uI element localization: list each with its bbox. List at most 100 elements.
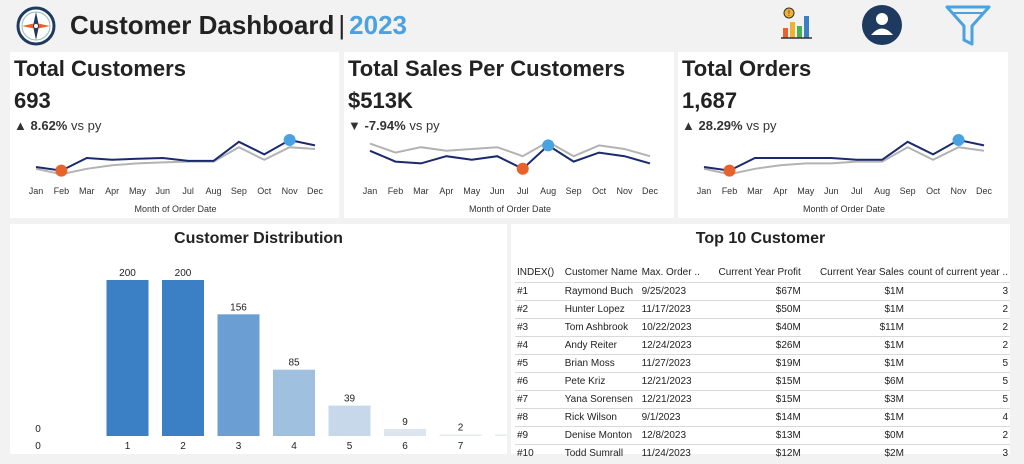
- title-text: Customer Dashboard: [70, 10, 335, 40]
- table-cell: Andy Reiter: [562, 335, 640, 354]
- kpi-change-value: -7.94%: [364, 118, 406, 133]
- min-point-marker[interactable]: [55, 164, 68, 177]
- bar[interactable]: [106, 280, 149, 436]
- table-cell: #10: [515, 443, 563, 462]
- table-cell: Denise Monton: [562, 425, 640, 444]
- table-cell: 2: [905, 425, 1010, 444]
- kpi-change-value: 28.29%: [698, 118, 743, 133]
- month-tick-label: Sep: [900, 186, 916, 196]
- bar[interactable]: [273, 369, 315, 436]
- column-header[interactable]: count of current year ..: [907, 267, 1008, 279]
- table-row[interactable]: #8 Rick Wilson 9/1/2023 $14M $1M 4: [515, 407, 1010, 426]
- bar-chart-icon[interactable]: !: [780, 6, 814, 40]
- down-arrow-icon: ▼: [348, 118, 361, 133]
- category-tick-label: 6: [402, 441, 408, 452]
- month-tick-label: Apr: [439, 186, 453, 196]
- max-point-marker[interactable]: [542, 139, 555, 152]
- section-title: Top 10 Customer: [695, 230, 826, 247]
- month-tick-label: Jun: [490, 186, 505, 196]
- title-separator: |: [338, 10, 346, 40]
- distribution-bar-chart[interactable]: 00200120021563854395962728: [10, 224, 507, 454]
- max-point-marker[interactable]: [952, 134, 965, 146]
- bar[interactable]: [495, 434, 507, 436]
- month-tick-label: Aug: [540, 186, 556, 196]
- sparkline-chart[interactable]: Jan Feb Mar Apr May Jun Jul Aug Sep Oct Nov Dec Mont…: [678, 132, 1008, 218]
- table-cell: $1M: [802, 353, 906, 372]
- table-row[interactable]: #7 Yana Sorensen 12/21/2023 $15M $3M 5: [515, 389, 1010, 408]
- table-cell: $1M: [802, 335, 906, 354]
- month-tick-label: May: [129, 186, 147, 196]
- max-point-marker[interactable]: [283, 134, 296, 146]
- min-point-marker[interactable]: [723, 164, 736, 177]
- kpi-change-suffix: vs py: [746, 118, 777, 133]
- title-year: 2023: [349, 10, 407, 40]
- column-header[interactable]: Current Year Profit: [718, 267, 801, 279]
- table-cell: 12/21/2023: [639, 371, 709, 390]
- bar-value-label: 156: [230, 302, 247, 313]
- table-cell: 12/21/2023: [639, 389, 709, 408]
- table-cell: #4: [515, 335, 563, 354]
- previous-year-line: [703, 146, 985, 176]
- table-cell: 3: [905, 443, 1010, 462]
- bar-value-label: 200: [119, 268, 136, 279]
- table-cell: $19M: [708, 353, 803, 372]
- table-row[interactable]: #3 Tom Ashbrook 10/22/2023 $40M $11M 2: [515, 317, 1010, 336]
- column-header[interactable]: Customer Name: [564, 267, 638, 279]
- table-cell: $0M: [802, 425, 906, 444]
- bar[interactable]: [384, 428, 426, 436]
- up-arrow-icon: ▲: [682, 118, 695, 133]
- min-point-marker[interactable]: [516, 162, 529, 175]
- month-tick-label: Feb: [722, 186, 738, 196]
- previous-year-line: [369, 140, 651, 158]
- bar-value-label: 39: [344, 394, 356, 405]
- bar[interactable]: [217, 314, 260, 436]
- table-cell: #8: [515, 407, 563, 426]
- column-header[interactable]: Max. Order ..: [641, 267, 700, 279]
- table-cell: $67M: [708, 281, 803, 300]
- month-tick-label: Dec: [642, 186, 659, 196]
- kpi-title: Total Sales Per Customers: [348, 56, 626, 81]
- bar[interactable]: [439, 434, 482, 436]
- table-cell: 11/27/2023: [639, 353, 709, 372]
- bar[interactable]: [162, 280, 204, 436]
- month-tick-label: Mar: [413, 186, 429, 196]
- kpi-change-suffix: vs py: [71, 118, 102, 133]
- table-row[interactable]: #1 Raymond Buch 9/25/2023 $67M $1M 3: [515, 281, 1010, 300]
- previous-year-line: [35, 146, 316, 176]
- table-row[interactable]: #9 Denise Monton 12/8/2023 $13M $0M 2: [515, 425, 1010, 444]
- current-year-line: [703, 138, 985, 172]
- table-cell: $1M: [802, 407, 906, 426]
- month-tick-label: Oct: [257, 186, 272, 196]
- bar-value-label: 9: [402, 417, 408, 428]
- table-cell: #5: [515, 353, 563, 372]
- table-cell: 9/1/2023: [639, 407, 709, 426]
- table-cell: Todd Sumrall: [562, 443, 640, 462]
- table-row[interactable]: #4 Andy Reiter 12/24/2023 $26M $1M 2: [515, 335, 1010, 354]
- month-tick-label: Oct: [592, 186, 607, 196]
- table-cell: $11M: [802, 317, 906, 336]
- x-axis-label: Month of Order Date: [134, 204, 216, 214]
- filter-funnel-icon[interactable]: [944, 4, 992, 48]
- kpi-card-total-sales-per-customer: Total Sales Per Customers $513K ▼ -7.94%…: [344, 52, 674, 218]
- table-row[interactable]: #10 Todd Sumrall 11/24/2023 $12M $2M 3: [515, 443, 1010, 462]
- column-header[interactable]: Current Year Sales: [819, 267, 904, 279]
- table-row[interactable]: #2 Hunter Lopez 11/17/2023 $50M $1M 2: [515, 299, 1010, 318]
- month-tick-label: Oct: [926, 186, 941, 196]
- category-tick-label: 2: [180, 441, 186, 452]
- user-icon[interactable]: [861, 4, 903, 46]
- section-title: Customer Distribution: [174, 230, 343, 247]
- sparkline-chart[interactable]: Jan Feb Mar Apr May Jun Jul Aug Sep Oct Nov Dec Mont…: [344, 132, 674, 218]
- bar-value-label: 200: [175, 268, 192, 279]
- kpi-title: Total Orders: [682, 56, 812, 81]
- table-row[interactable]: #5 Brian Moss 11/27/2023 $19M $1M 5: [515, 353, 1010, 372]
- table-row[interactable]: #6 Pete Kriz 12/21/2023 $15M $6M 5: [515, 371, 1010, 390]
- column-header[interactable]: INDEX(): [517, 267, 555, 279]
- bar[interactable]: [328, 405, 371, 436]
- table-cell: $1M: [802, 281, 906, 300]
- category-tick-label: 5: [347, 441, 353, 452]
- table-cell: 12/24/2023: [639, 335, 709, 354]
- table-cell: $26M: [708, 335, 803, 354]
- sparkline-chart[interactable]: Jan Feb Mar Apr May Jun Jul Aug Sep Oct Nov Dec Mont…: [10, 132, 339, 218]
- table-cell: 12/8/2023: [639, 425, 709, 444]
- table-cell: #2: [515, 299, 563, 318]
